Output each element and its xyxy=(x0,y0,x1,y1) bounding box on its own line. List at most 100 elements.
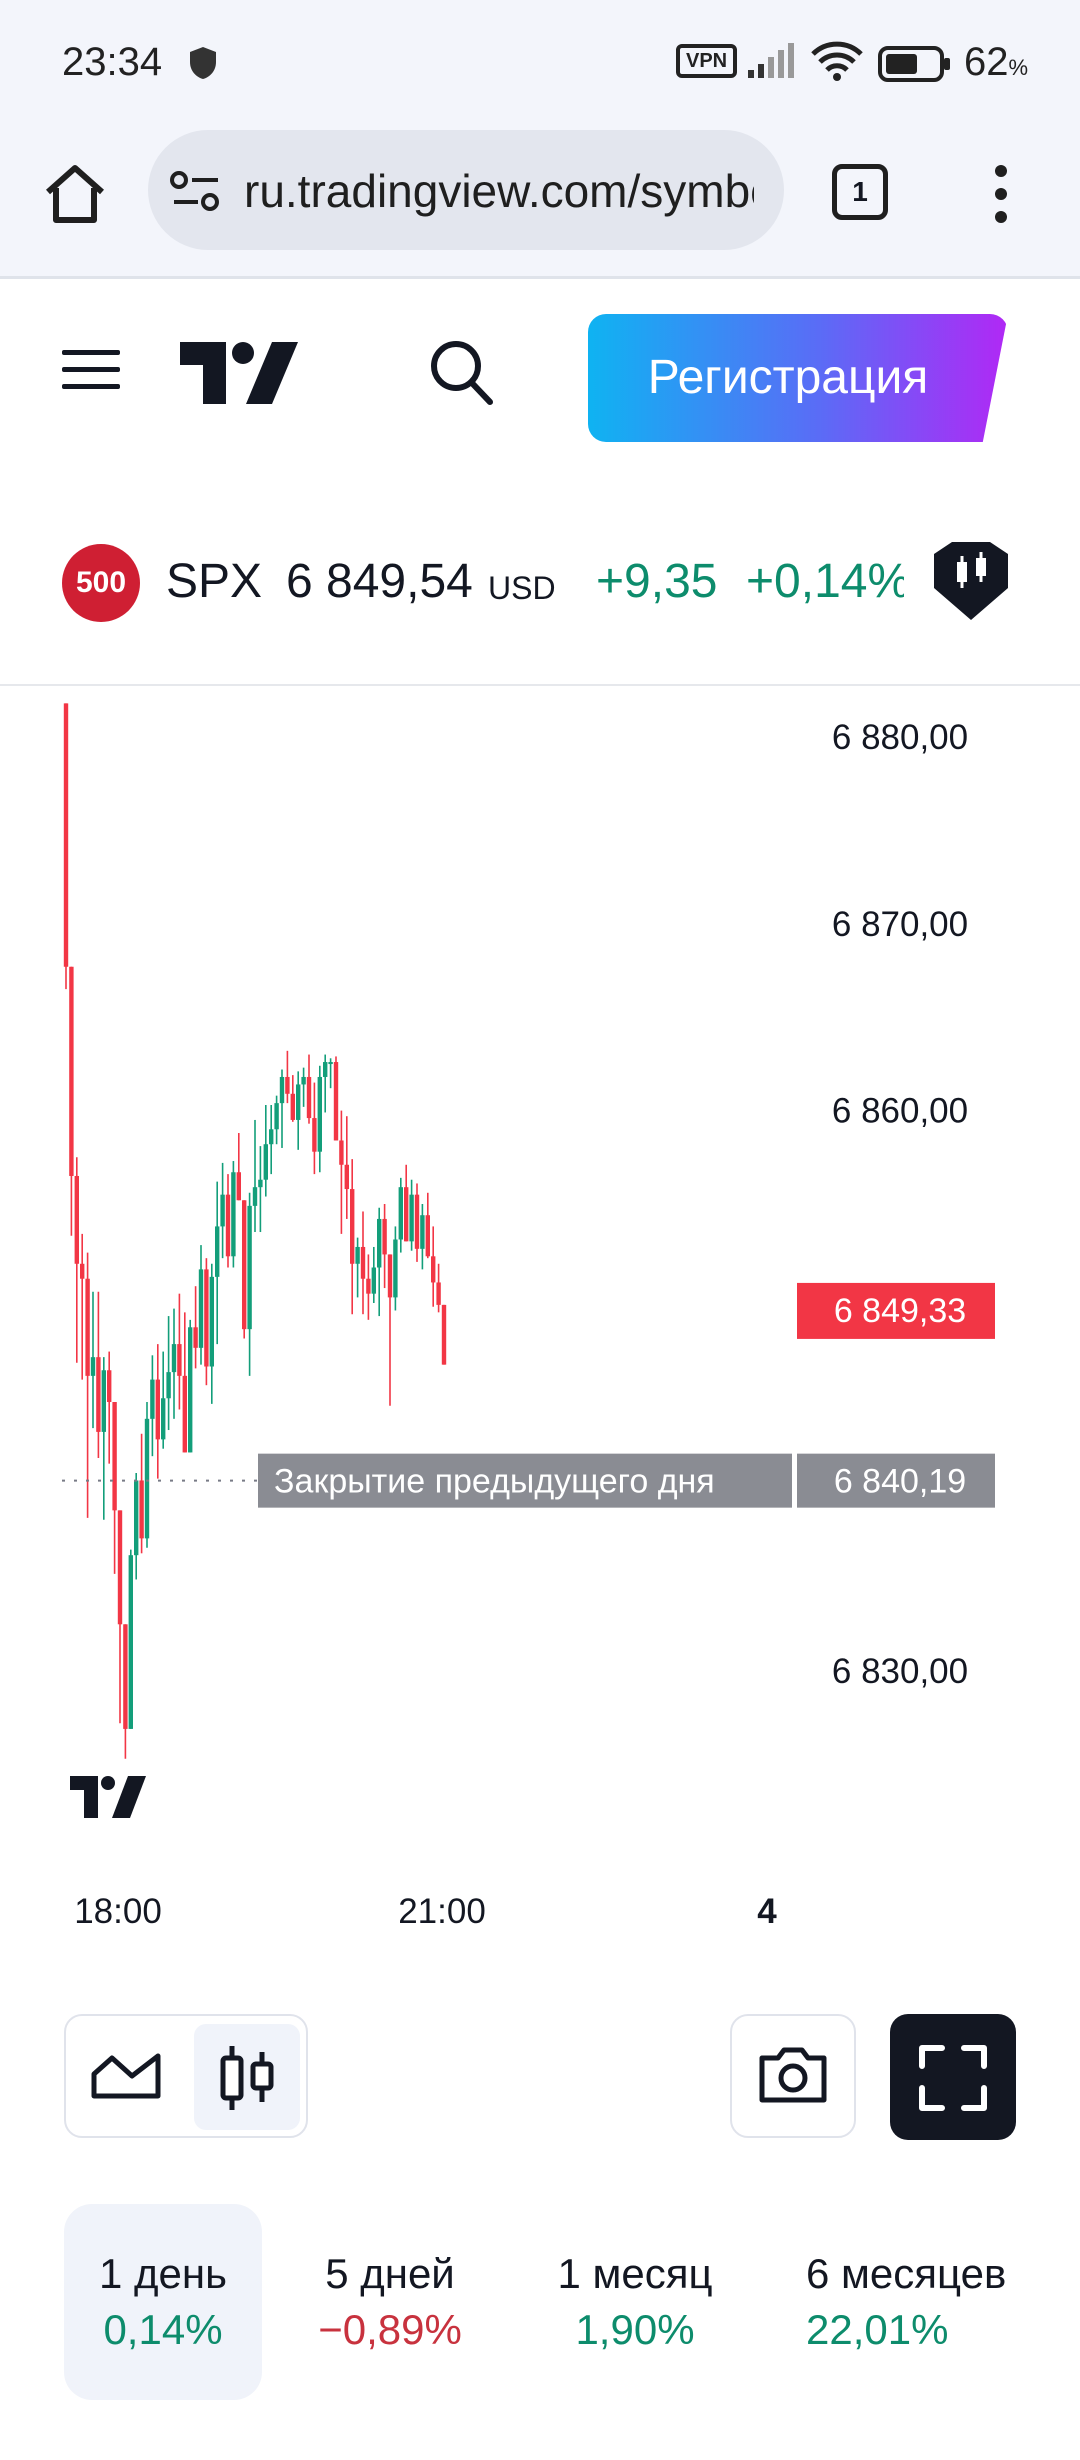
symbol-price: 6 849,54 xyxy=(286,555,473,608)
candle-body xyxy=(128,1555,133,1729)
candle-body xyxy=(204,1269,209,1367)
candle-body xyxy=(225,1194,231,1257)
site-settings-icon[interactable] xyxy=(170,170,222,212)
candle-body xyxy=(323,1062,328,1077)
candle-body xyxy=(355,1246,360,1264)
candle-body xyxy=(123,1624,128,1729)
candlestick-chart-button[interactable] xyxy=(194,2024,300,2130)
battery-percent: 62% xyxy=(964,40,1029,84)
candle-body xyxy=(377,1218,382,1268)
candle-body xyxy=(290,1093,295,1120)
price-tick-label: 6 870,00 xyxy=(832,905,968,944)
prev-close-value-box xyxy=(797,1453,995,1508)
fullscreen-icon xyxy=(919,2045,987,2111)
home-icon[interactable] xyxy=(40,158,110,228)
candle-body xyxy=(339,1140,344,1165)
candle-body xyxy=(274,1103,279,1130)
candle-body xyxy=(306,1076,312,1119)
period-5-days[interactable]: 5 дней −0,89% xyxy=(300,2204,480,2400)
candle-body xyxy=(96,1357,101,1432)
candle-body xyxy=(409,1194,414,1242)
divider xyxy=(0,684,1080,686)
area-chart-icon[interactable] xyxy=(86,2036,166,2116)
signal-icon xyxy=(748,43,794,78)
candle-body xyxy=(155,1379,160,1440)
fullscreen-button[interactable] xyxy=(890,2014,1016,2140)
period-label: 5 дней xyxy=(325,2250,455,2297)
price-tick-label: 6 880,00 xyxy=(832,718,968,757)
candle-body xyxy=(420,1215,425,1249)
period-label: 1 месяц xyxy=(557,2250,713,2297)
vpn-badge: VPN xyxy=(676,44,738,78)
candle-body xyxy=(441,1304,447,1365)
pro-chart-icon[interactable] xyxy=(930,540,1012,622)
period-1-day[interactable]: 1 день 0,14% xyxy=(64,2204,262,2400)
symbol-ticker[interactable]: SPX xyxy=(166,555,263,608)
time-axis[interactable]: 18:00 21:00 4 xyxy=(74,1892,777,1930)
candle-body xyxy=(85,1278,90,1376)
candle-body xyxy=(112,1402,117,1511)
candle-body xyxy=(107,1370,112,1403)
candle-body xyxy=(344,1164,349,1190)
price-axis[interactable]: 6 880,00 6 870,00 6 860,00 6 830,00 xyxy=(832,718,968,1691)
battery-icon xyxy=(878,46,950,82)
wifi-icon xyxy=(811,41,863,81)
last-price-box xyxy=(797,1282,995,1339)
period-change: 1,90% xyxy=(575,2306,695,2353)
tab-switcher-button[interactable]: 1 xyxy=(832,164,888,220)
period-1-month[interactable]: 1 месяц 1,90% xyxy=(530,2204,740,2400)
candle-body xyxy=(328,1062,333,1065)
candle-body xyxy=(387,1254,393,1298)
chart-type-switcher xyxy=(64,2014,308,2138)
candle-body xyxy=(63,703,69,967)
symbol-change-percent: +0,14% xyxy=(746,555,904,608)
tradingview-logo[interactable] xyxy=(180,342,298,404)
candle-body xyxy=(69,966,74,1176)
candle-body xyxy=(279,1076,285,1104)
candle-body xyxy=(209,1276,214,1367)
prev-close-text-box xyxy=(258,1453,792,1508)
candle-body xyxy=(333,1062,339,1141)
candle-body xyxy=(317,1076,322,1152)
candle-body xyxy=(366,1278,371,1294)
candle-body xyxy=(117,1510,123,1625)
browser-toolbar: ru.tradingview.com/symbols/SPX/ 1 xyxy=(0,128,1080,279)
candle-body xyxy=(436,1282,441,1305)
period-6-months[interactable]: 6 месяцев 22,01% xyxy=(790,2204,1080,2400)
candle-body xyxy=(312,1118,317,1152)
candle-body xyxy=(198,1269,204,1348)
candle-body xyxy=(263,1144,268,1180)
address-bar[interactable]: ru.tradingview.com/symbols/SPX/ xyxy=(148,130,784,250)
period-label: 6 месяцев xyxy=(806,2250,1007,2297)
candle-body xyxy=(431,1256,436,1283)
candle-body xyxy=(242,1200,247,1330)
candle-body xyxy=(166,1372,171,1399)
search-icon[interactable] xyxy=(428,338,494,408)
period-change: −0,89% xyxy=(318,2306,462,2353)
candle-body xyxy=(371,1267,376,1294)
last-price-value: 6 849,33 xyxy=(834,1292,966,1330)
symbol-logo-badge: 500 xyxy=(62,544,140,622)
candles xyxy=(63,703,447,1759)
signup-button[interactable]: Регистрация xyxy=(588,314,1008,442)
more-menu-icon[interactable] xyxy=(994,164,1008,224)
candle-body xyxy=(134,1480,139,1556)
url-text[interactable]: ru.tradingview.com/symbols/SPX/ xyxy=(244,165,754,217)
candle-body xyxy=(252,1187,258,1206)
period-change: 0,14% xyxy=(103,2306,223,2353)
price-chart[interactable]: 6 880,00 6 870,00 6 860,00 6 830,00 6 849,3… xyxy=(0,690,1080,1930)
hamburger-menu-icon[interactable] xyxy=(62,350,120,394)
candle-body xyxy=(188,1327,193,1453)
candle-body xyxy=(161,1398,166,1440)
candle-body xyxy=(285,1076,290,1094)
symbol-currency: USD xyxy=(488,570,556,606)
candle-body xyxy=(182,1375,187,1453)
time-tick-label: 18:00 xyxy=(74,1892,162,1930)
candle-body xyxy=(414,1194,420,1249)
candle-body xyxy=(301,1076,306,1085)
candle-body xyxy=(393,1239,398,1298)
symbol-change: +9,35 xyxy=(596,555,718,608)
candle-body xyxy=(382,1218,387,1255)
snapshot-button[interactable] xyxy=(730,2014,856,2138)
period-label: 1 день xyxy=(99,2250,227,2297)
